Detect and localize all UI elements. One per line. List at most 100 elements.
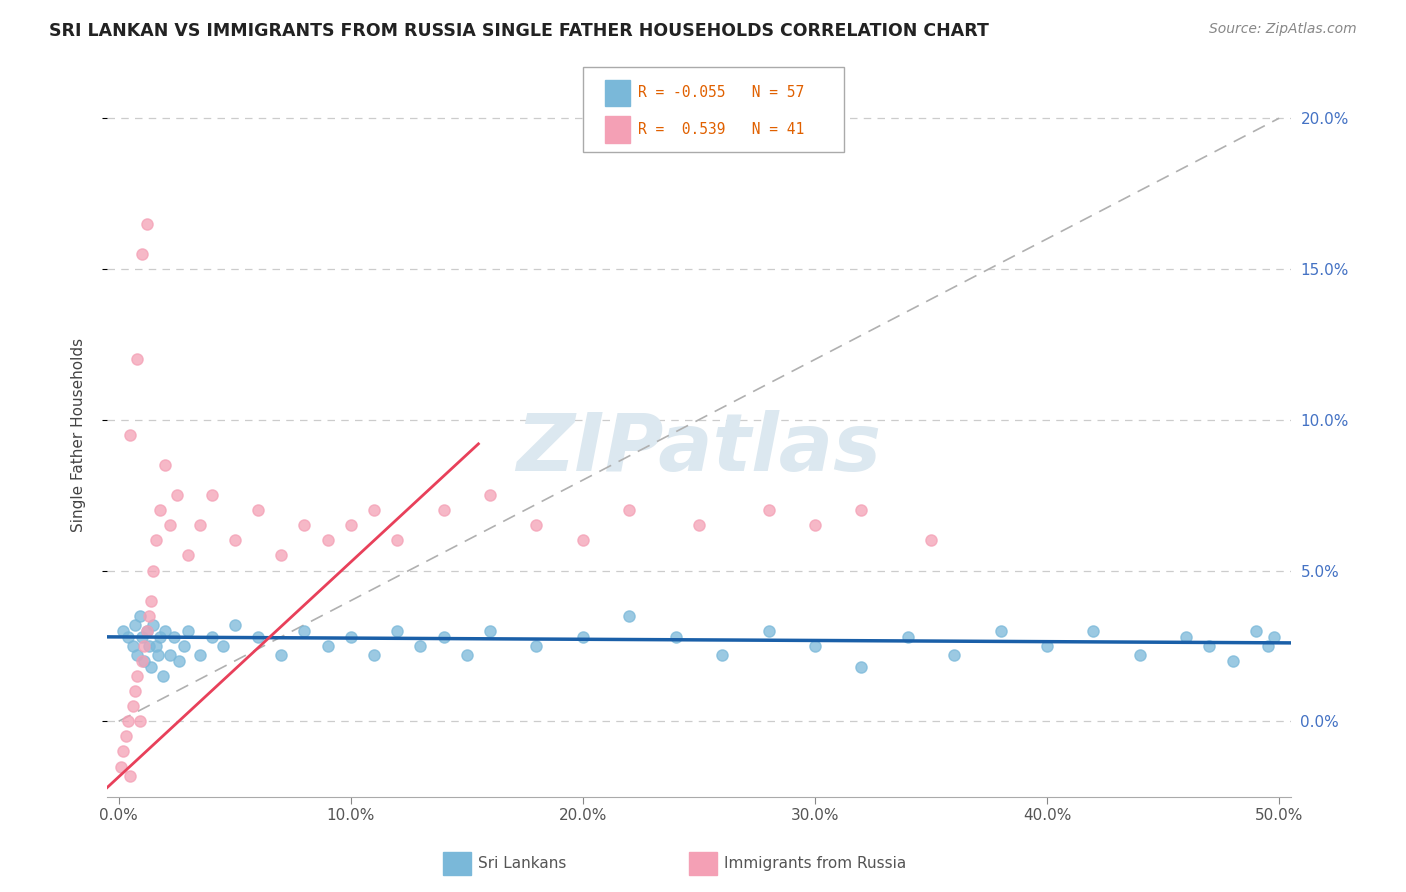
Point [173,639,195,653]
Point [127,669,149,683]
Text: SRI LANKAN VS IMMIGRANTS FROM RUSSIA SINGLE FATHER HOUSEHOLDS CORRELATION CHART: SRI LANKAN VS IMMIGRANTS FROM RUSSIA SIN… [49,22,988,40]
Point [128,714,150,729]
Point [134,639,156,653]
Point [1263,630,1285,644]
Point [363,503,385,517]
Point [200,488,222,502]
Point [339,518,361,533]
Point [479,624,502,638]
Point [135,624,157,638]
Point [572,630,595,644]
Point [117,630,139,644]
Point [1083,624,1105,638]
Y-axis label: Single Father Households: Single Father Households [72,338,86,532]
Point [1175,630,1198,644]
Point [112,744,135,758]
Point [131,654,153,668]
Point [385,624,408,638]
Text: Immigrants from Russia: Immigrants from Russia [724,856,907,871]
Point [224,533,246,548]
Point [114,730,136,744]
Text: R =  0.539   N = 41: R = 0.539 N = 41 [638,122,804,136]
Point [1129,648,1152,662]
Point [112,624,135,638]
Point [292,518,315,533]
Point [142,564,165,578]
Point [159,648,181,662]
Point [177,624,200,638]
Point [270,648,292,662]
Point [121,639,143,653]
Point [665,630,688,644]
Point [135,624,157,638]
Point [121,699,143,714]
Point [990,624,1012,638]
Point [688,518,710,533]
Point [246,503,269,517]
Point [159,518,181,533]
Point [141,593,163,607]
Point [572,533,595,548]
Point [188,518,211,533]
Point [124,684,146,698]
Point [153,458,176,472]
Point [292,624,315,638]
Point [943,648,966,662]
Point [619,503,641,517]
Point [456,648,478,662]
Point [758,624,780,638]
Point [1198,639,1220,653]
Point [110,759,132,773]
Point [163,630,186,644]
Point [138,608,160,623]
Point [117,714,139,729]
Point [138,639,160,653]
Point [146,648,169,662]
Point [316,639,339,653]
Point [897,630,920,644]
Point [920,533,942,548]
Point [131,630,153,644]
Point [804,639,827,653]
Text: Sri Lankans: Sri Lankans [478,856,567,871]
Point [851,660,873,674]
Point [141,660,163,674]
Point [363,648,385,662]
Point [851,503,873,517]
Text: ZIPatlas: ZIPatlas [516,410,882,488]
Point [479,488,502,502]
Point [127,648,149,662]
Point [1036,639,1059,653]
Point [120,768,142,782]
Point [149,503,172,517]
Point [177,549,200,563]
Point [152,669,174,683]
Point [758,503,780,517]
Point [167,654,190,668]
Point [135,217,157,231]
Point [526,518,548,533]
Point [270,549,292,563]
Point [1222,654,1244,668]
Point [131,247,153,261]
Point [804,518,827,533]
Point [188,648,211,662]
Point [316,533,339,548]
Point [166,488,188,502]
Point [224,617,246,632]
Point [149,630,172,644]
Point [433,503,456,517]
Point [127,352,149,367]
Point [1257,639,1279,653]
Point [142,617,165,632]
Text: Source: ZipAtlas.com: Source: ZipAtlas.com [1209,22,1357,37]
Point [153,624,176,638]
Point [145,533,167,548]
Point [1244,624,1267,638]
Point [200,630,222,644]
Point [409,639,432,653]
Point [145,639,167,653]
Point [134,654,156,668]
Text: R = -0.055   N = 57: R = -0.055 N = 57 [638,86,804,101]
Point [711,648,734,662]
